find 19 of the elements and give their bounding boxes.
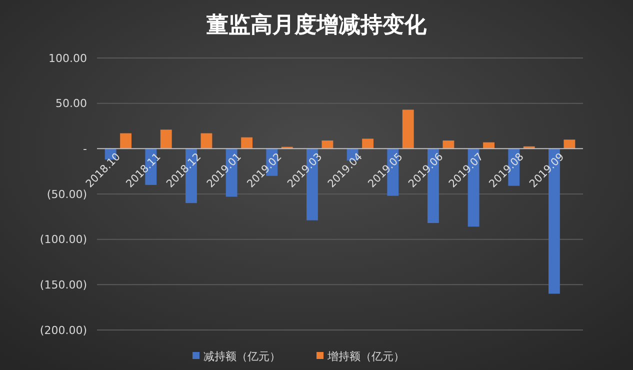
bar (160, 130, 172, 149)
bar (442, 140, 454, 149)
legend-label: 减持额（亿元） (204, 350, 280, 363)
bar (564, 140, 576, 149)
y-tick-label: 100.00 (48, 52, 87, 65)
y-tick-label: (100.00) (40, 233, 87, 246)
y-tick-label: (200.00) (40, 324, 87, 337)
bar (322, 140, 334, 149)
legend-label: 增持额（亿元） (326, 350, 404, 363)
bar (120, 133, 132, 149)
y-tick-label: (150.00) (40, 278, 87, 292)
y-tick-label: (50.00) (46, 188, 87, 201)
bar (402, 110, 414, 149)
bar (200, 133, 212, 149)
chart-title: 董监高月度增减持变化 (206, 12, 428, 38)
y-tick-label: - (83, 142, 88, 156)
bar (362, 138, 374, 149)
bar (241, 137, 252, 149)
y-tick-label: 50.00 (56, 97, 87, 110)
